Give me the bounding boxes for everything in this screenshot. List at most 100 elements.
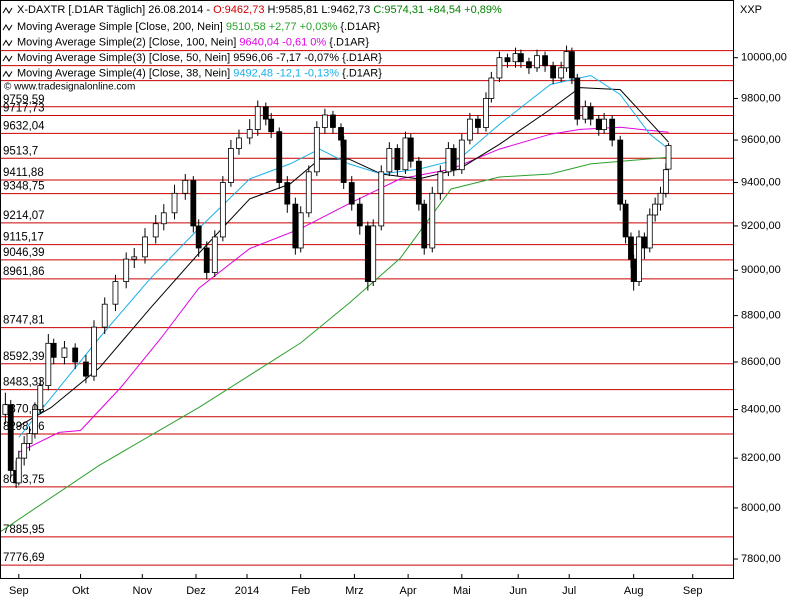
header: X-DAXTR [.D1AR Täglich] 26.08.2014 - O:9… <box>17 4 502 16</box>
legend-entry: Moving Average Simple(3) [Close, 50, Nei… <box>17 52 382 64</box>
x-tick-label: Mai <box>453 585 471 597</box>
legend-entry: Moving Average Simple(2) [Close, 100, Ne… <box>17 36 369 48</box>
candle-body <box>190 179 197 227</box>
candle-body <box>160 212 167 225</box>
level-label: 9717,73 <box>3 102 45 114</box>
legend-name: Moving Average Simple(2) [Close, 100, Ne… <box>17 36 236 48</box>
candle-body <box>394 148 401 171</box>
x-tick-label: Okt <box>72 585 89 597</box>
candle-body <box>609 118 616 141</box>
header-change: C:9574,31 +84,54 +0,89% <box>373 4 502 16</box>
header-high-low: H:9585,81 L:9462,73 <box>268 4 371 16</box>
x-tick-label: 2014 <box>235 585 259 597</box>
candle-body <box>305 171 312 214</box>
candle-body <box>152 223 159 238</box>
candle-body <box>636 236 642 282</box>
candle-body <box>91 326 97 377</box>
candle-body <box>370 225 377 282</box>
legend-suffix: {.D1AR} <box>329 36 369 48</box>
candle-body <box>32 409 38 435</box>
candle-body <box>665 145 672 170</box>
candle-body <box>195 225 202 249</box>
candle-body <box>483 98 489 128</box>
candle-body <box>203 247 210 273</box>
candle-body <box>262 106 269 120</box>
ma-line <box>18 126 669 453</box>
candle-body <box>313 127 320 173</box>
y-tick-label: 9000,00 <box>741 264 781 276</box>
candle-body <box>37 385 44 410</box>
candle-body <box>61 347 68 358</box>
legend-value: 9596,06 -7,17 -0,07% <box>233 52 339 64</box>
y-tick-label: 7800,00 <box>741 553 781 565</box>
y-tick-label: 9800,00 <box>741 92 781 104</box>
legend-entry: Moving Average Simple [Close, 200, Nein]… <box>17 21 380 33</box>
candle-body <box>450 148 457 171</box>
candle-body <box>496 57 503 79</box>
ma-line <box>15 87 669 429</box>
x-tick-label: Mrz <box>345 585 363 597</box>
y-tick-label: 9600,00 <box>741 134 781 146</box>
legend-icon <box>2 24 13 31</box>
candle-body <box>297 212 304 249</box>
legend-icon <box>2 39 13 47</box>
level-label: 9214,07 <box>3 210 45 222</box>
y-tick-label: 8800,00 <box>741 310 781 322</box>
candle-body <box>475 118 481 128</box>
candle-body <box>563 51 570 69</box>
candle-body <box>2 404 9 415</box>
candle-body <box>582 106 589 120</box>
header-icon <box>2 7 13 14</box>
ma-line <box>0 156 669 533</box>
candle-body <box>558 67 565 79</box>
candle-body <box>254 106 261 130</box>
candle-body <box>415 160 422 205</box>
legend: Moving Average Simple [Close, 200, Nein]… <box>2 21 382 79</box>
y-tick-label: 8600,00 <box>741 356 781 368</box>
candle-body <box>182 179 189 194</box>
candle-body <box>340 139 347 183</box>
candle-body <box>7 404 14 471</box>
y-tick-label: 9200,00 <box>741 220 781 232</box>
candle-body <box>268 118 275 133</box>
candle-body <box>26 433 33 444</box>
legend-name: Moving Average Simple(4) [Close, 38, Nei… <box>17 67 230 79</box>
candle-body <box>171 192 178 214</box>
x-tick-label: Jun <box>509 585 527 597</box>
candle-body <box>550 65 557 79</box>
candle-body <box>386 148 393 173</box>
legend-icon <box>2 55 13 62</box>
level-label: 7776,69 <box>3 552 45 564</box>
legend-suffix: {.D1AR} <box>340 21 380 33</box>
x-tick-label: Dez <box>186 585 206 597</box>
level-label: 9632,04 <box>3 120 45 132</box>
candle-body <box>219 182 226 238</box>
y-tick-label: 8000,00 <box>741 502 781 514</box>
candle-body <box>407 137 414 162</box>
candle-body <box>595 118 602 130</box>
candle-body <box>657 192 664 205</box>
candle-body <box>364 225 371 282</box>
axis-code: XXP <box>740 4 762 16</box>
candle-body <box>628 236 634 260</box>
candle-body <box>641 236 648 249</box>
candle-body <box>662 169 669 194</box>
candle-body <box>83 361 89 377</box>
candle-body <box>646 214 653 249</box>
moving-averages <box>0 74 669 533</box>
header-open: O:9462,73 <box>213 4 264 16</box>
candle-body <box>15 457 22 484</box>
candle-body <box>421 203 428 249</box>
legend-name: Moving Average Simple [Close, 200, Nein] <box>17 21 223 33</box>
candle-body <box>246 129 253 139</box>
legend-name: Moving Average Simple(3) [Close, 50, Nei… <box>17 52 230 64</box>
candle-body <box>652 203 659 216</box>
candle-body <box>488 77 495 99</box>
candle-body <box>504 57 511 63</box>
level-label: 9348,75 <box>3 181 45 193</box>
level-label: 8747,81 <box>3 315 45 327</box>
candle-body <box>284 182 291 205</box>
candle-body <box>458 139 465 171</box>
